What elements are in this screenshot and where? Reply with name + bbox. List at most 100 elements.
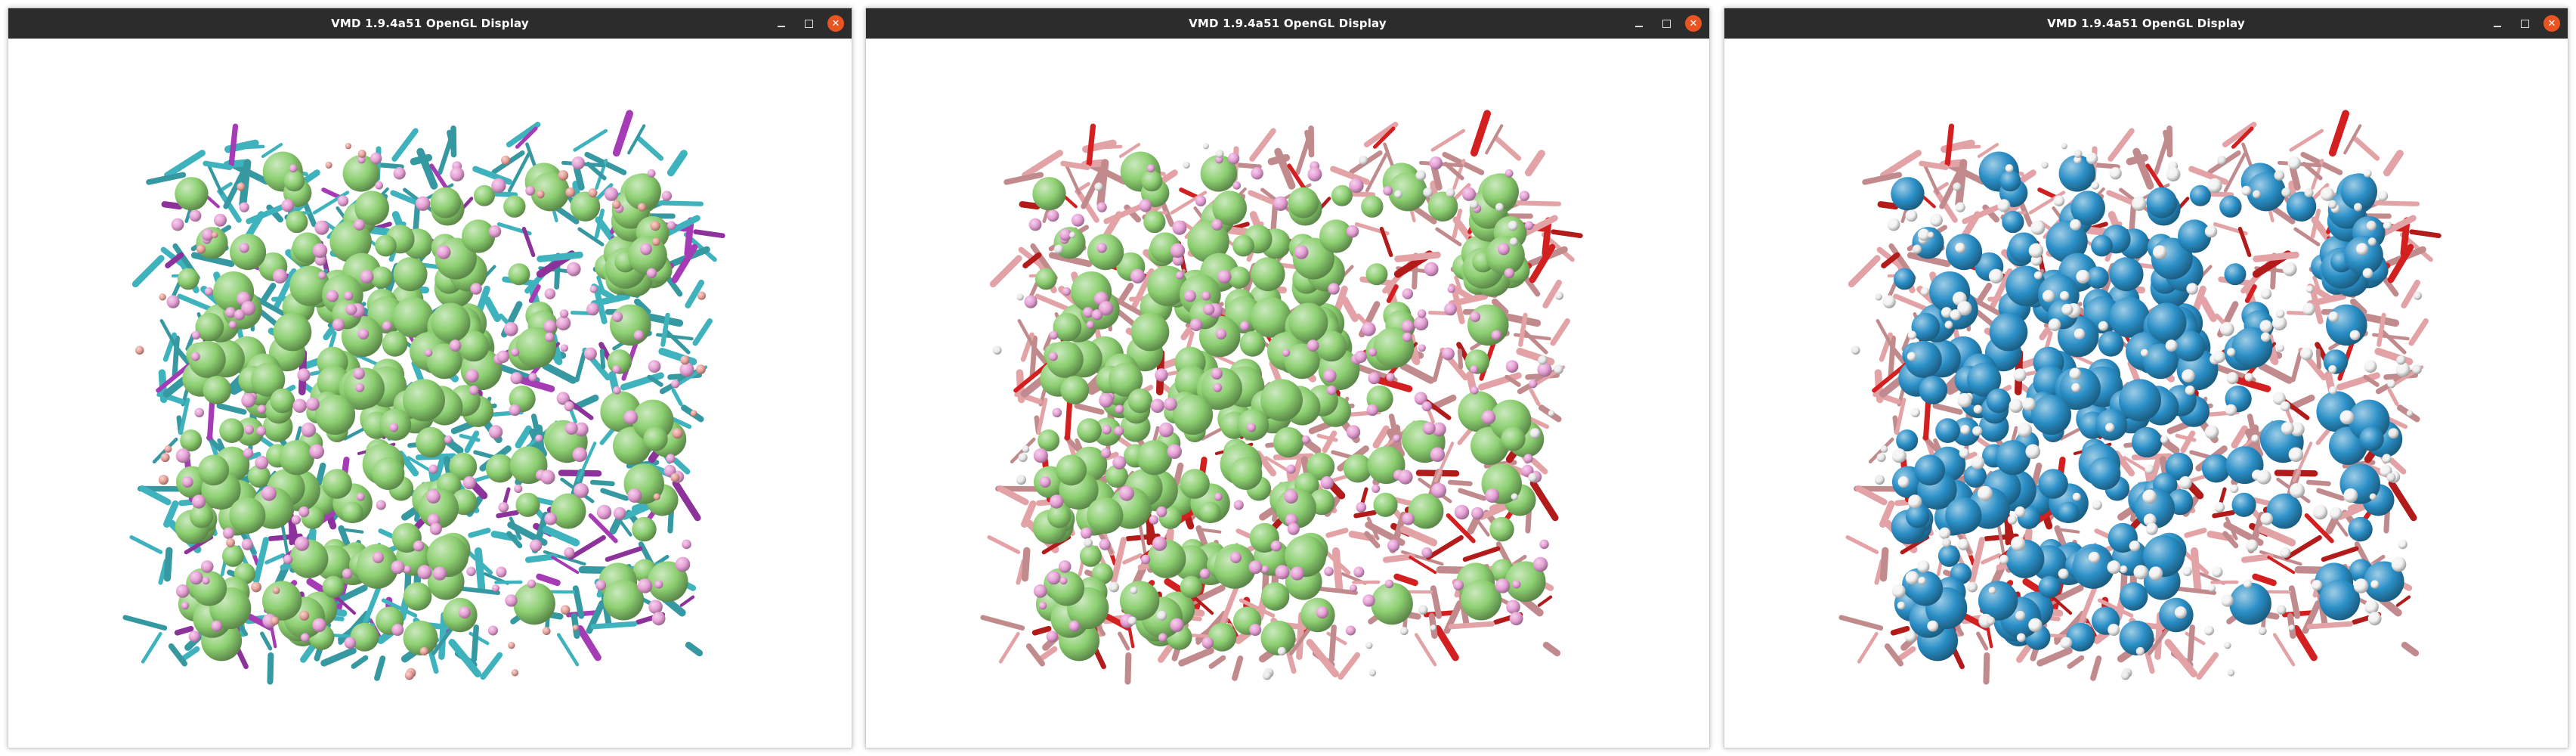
atom-sphere-large <box>1999 170 2021 192</box>
close-icon[interactable]: ✕ <box>1685 15 1702 32</box>
window-titlebar[interactable]: VMD 1.9.4a51 OpenGL Display ✕ <box>1724 8 2568 39</box>
bond-stick <box>1254 451 1277 477</box>
atom-sphere-small <box>2370 580 2380 589</box>
bond-stick <box>542 525 580 547</box>
maximize-icon[interactable] <box>2516 15 2533 32</box>
atom-sphere-large <box>530 172 570 212</box>
bond-stick <box>692 318 713 346</box>
atom-sphere-large <box>1187 220 1229 263</box>
bond-stick <box>627 124 646 155</box>
atom-sphere-large <box>2091 234 2113 257</box>
atom-sphere-large <box>1130 312 1170 352</box>
vmd-window-3[interactable]: VMD 1.9.4a51 OpenGL Display ✕ <box>1724 8 2568 748</box>
atom-sphere-small <box>2166 167 2181 182</box>
minimize-icon[interactable] <box>2489 15 2506 32</box>
bond-stick <box>216 403 247 415</box>
bond-stick <box>1477 372 1522 391</box>
opengl-display[interactable] <box>1724 39 2568 748</box>
bond-stick <box>536 573 561 587</box>
atom-sphere-small <box>1119 485 1134 501</box>
atom-sphere-small <box>1882 295 1896 308</box>
bond-stick <box>1232 655 1244 681</box>
atom-sphere-small <box>2109 167 2122 180</box>
atom-sphere-small <box>1284 489 1298 504</box>
atom-sphere-small <box>559 309 569 318</box>
atom-sphere-small <box>1491 330 1502 341</box>
bond-stick <box>1111 537 1127 584</box>
atom-sphere-small <box>194 407 205 418</box>
atom-sphere-tiny <box>2413 291 2422 300</box>
bond-stick <box>190 252 235 268</box>
bond-stick <box>2057 528 2080 534</box>
atom-sphere-small <box>2364 600 2379 615</box>
atom-sphere-large <box>2348 516 2373 542</box>
bond-stick <box>139 485 172 506</box>
atom-sphere-small <box>2028 618 2043 633</box>
atom-sphere-small <box>2382 454 2392 463</box>
bond-stick <box>1341 296 1359 323</box>
atom-sphere-small <box>1046 631 1058 643</box>
atom-sphere-large <box>1288 187 1319 218</box>
atom-sphere-tiny <box>237 182 246 191</box>
atom-sphere-small <box>2069 367 2081 380</box>
atom-sphere-small <box>544 288 556 299</box>
atom-sphere-small <box>1345 625 1356 636</box>
atom-sphere-small <box>201 228 215 241</box>
bond-stick <box>1031 625 1052 636</box>
atom-sphere-small <box>1323 369 1337 383</box>
vmd-window-1[interactable]: VMD 1.9.4a51 OpenGL Display ✕ <box>8 8 852 748</box>
bond-stick <box>1122 553 1143 565</box>
close-icon[interactable]: ✕ <box>827 15 844 32</box>
minimize-icon[interactable] <box>773 15 790 32</box>
atom-sphere-large <box>279 440 314 476</box>
opengl-display[interactable] <box>8 39 852 748</box>
maximize-icon[interactable] <box>1658 15 1675 32</box>
atom-sphere-small <box>1537 362 1552 377</box>
atom-sphere-small <box>2339 410 2355 425</box>
atom-sphere-small <box>2395 362 2411 377</box>
atom-sphere-tiny <box>1554 291 1563 300</box>
atom-sphere-small <box>2028 243 2044 259</box>
bond-stick <box>1443 161 1464 181</box>
bond-stick <box>1386 284 1399 303</box>
atom-sphere-small <box>555 315 571 331</box>
atom-sphere-large <box>2108 296 2150 338</box>
opengl-display[interactable] <box>866 39 1709 748</box>
window-titlebar[interactable]: VMD 1.9.4a51 OpenGL Display ✕ <box>866 8 1709 39</box>
atom-sphere-small <box>1099 538 1111 550</box>
atom-sphere-large <box>354 191 389 225</box>
atom-sphere-small <box>1301 435 1310 444</box>
bond-stick <box>1239 598 1276 618</box>
bond-stick <box>2379 327 2407 355</box>
atom-sphere-tiny <box>2120 671 2130 680</box>
atom-sphere-tiny <box>2274 170 2285 181</box>
vmd-window-2[interactable]: VMD 1.9.4a51 OpenGL Display ✕ <box>865 8 1710 748</box>
atom-sphere-large <box>1967 362 2002 397</box>
atom-sphere-small <box>189 209 202 222</box>
atom-sphere-small <box>1539 539 1549 550</box>
bond-stick <box>1372 425 1390 449</box>
window-titlebar[interactable]: VMD 1.9.4a51 OpenGL Display ✕ <box>8 8 852 39</box>
atom-sphere-large <box>247 464 271 488</box>
atom-sphere-small <box>2282 262 2297 277</box>
maximize-icon[interactable] <box>800 15 817 32</box>
atom-sphere-small <box>1444 302 1457 316</box>
atom-sphere-small <box>355 383 365 392</box>
atom-sphere-small <box>2328 364 2337 374</box>
atom-sphere-small <box>1910 407 1921 418</box>
atom-sphere-small <box>1150 398 1165 414</box>
atom-sphere-large <box>515 492 540 517</box>
bond-stick <box>1198 528 1222 534</box>
atom-sphere-small <box>2244 373 2253 382</box>
atom-sphere-large <box>329 220 372 263</box>
atom-sphere-small <box>241 538 253 550</box>
minimize-icon[interactable] <box>1631 15 1647 32</box>
atom-sphere-small <box>1096 243 1107 253</box>
atom-sphere-small <box>224 307 237 318</box>
atom-sphere-large <box>1109 362 1143 397</box>
atom-sphere-small <box>1251 167 1263 180</box>
atom-sphere-tiny <box>1928 231 1934 239</box>
close-icon[interactable]: ✕ <box>2544 15 2560 32</box>
atom-sphere-tiny <box>1399 627 1409 636</box>
atom-sphere-small <box>1215 328 1227 340</box>
